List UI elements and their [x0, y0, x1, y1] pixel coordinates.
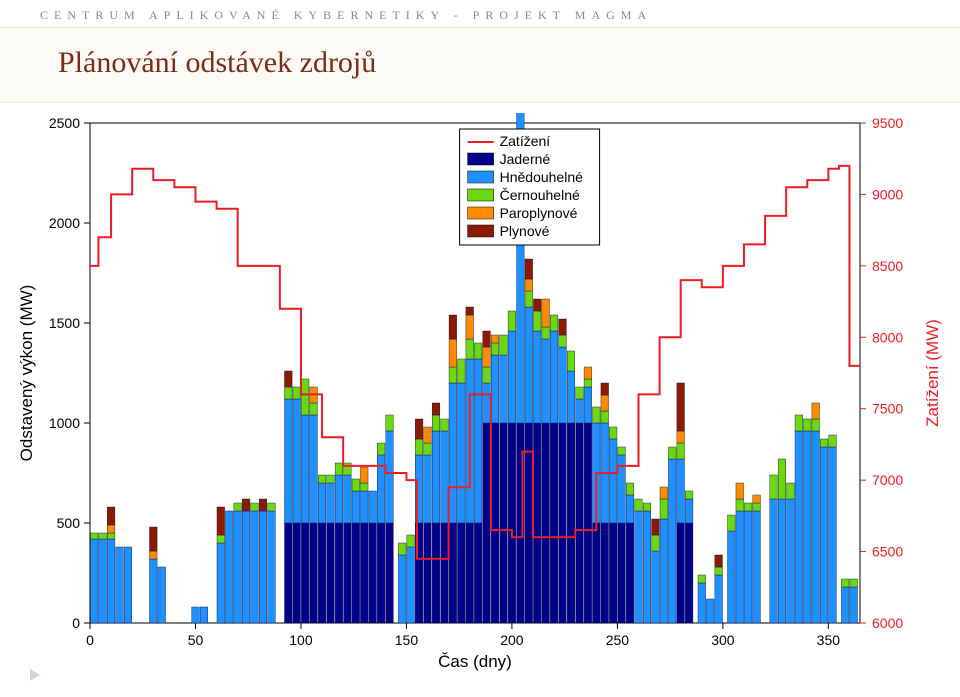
svg-text:Zatížení: Zatížení [500, 133, 551, 149]
svg-text:6500: 6500 [872, 544, 903, 560]
svg-text:250: 250 [606, 632, 630, 648]
svg-text:Zatížení (MW): Zatížení (MW) [923, 319, 942, 427]
header-top-text: CENTRUM APLIKOVANÉ KYBERNETIKY - PROJEKT… [0, 0, 960, 27]
svg-text:1500: 1500 [49, 315, 80, 331]
svg-text:Odstavený výkon (MW): Odstavený výkon (MW) [17, 285, 36, 462]
chart-svg: 0 50 100 150 200 250 300 350 0 500 1000 1500 2000 250… [10, 113, 950, 673]
svg-text:100: 100 [289, 632, 313, 648]
svg-text:0: 0 [86, 632, 94, 648]
svg-text:6000: 6000 [872, 615, 903, 631]
svg-text:9000: 9000 [872, 186, 903, 202]
svg-text:200: 200 [500, 632, 524, 648]
legend: Zatížení Jaderné Hnědouhelné Černouhelné Par… [460, 129, 600, 245]
page-title: Plánování odstávek zdrojů [58, 46, 920, 80]
svg-text:Plynové: Plynové [500, 223, 550, 239]
svg-text:0: 0 [72, 615, 80, 631]
svg-text:7500: 7500 [872, 401, 903, 417]
svg-text:8000: 8000 [872, 329, 903, 345]
svg-text:Jaderné: Jaderné [500, 151, 551, 167]
svg-text:1000: 1000 [49, 415, 80, 431]
svg-text:7000: 7000 [872, 472, 903, 488]
svg-text:150: 150 [395, 632, 419, 648]
svg-text:2000: 2000 [49, 215, 80, 231]
svg-text:8500: 8500 [872, 258, 903, 274]
nav-triangle-icon [30, 669, 40, 681]
chart-container: 0 50 100 150 200 250 300 350 0 500 1000 1500 2000 250… [0, 103, 960, 673]
svg-text:300: 300 [711, 632, 735, 648]
svg-text:9500: 9500 [872, 115, 903, 131]
title-bar: Plánování odstávek zdrojů [0, 27, 960, 103]
svg-text:500: 500 [57, 515, 81, 531]
svg-text:Hnědouhelné: Hnědouhelné [500, 169, 584, 185]
svg-text:Čas (dny): Čas (dny) [438, 652, 512, 671]
svg-text:Černouhelné: Černouhelné [500, 187, 580, 203]
svg-text:50: 50 [188, 632, 204, 648]
svg-text:2500: 2500 [49, 115, 80, 131]
svg-text:Paroplynové: Paroplynové [500, 205, 578, 221]
svg-text:350: 350 [817, 632, 841, 648]
